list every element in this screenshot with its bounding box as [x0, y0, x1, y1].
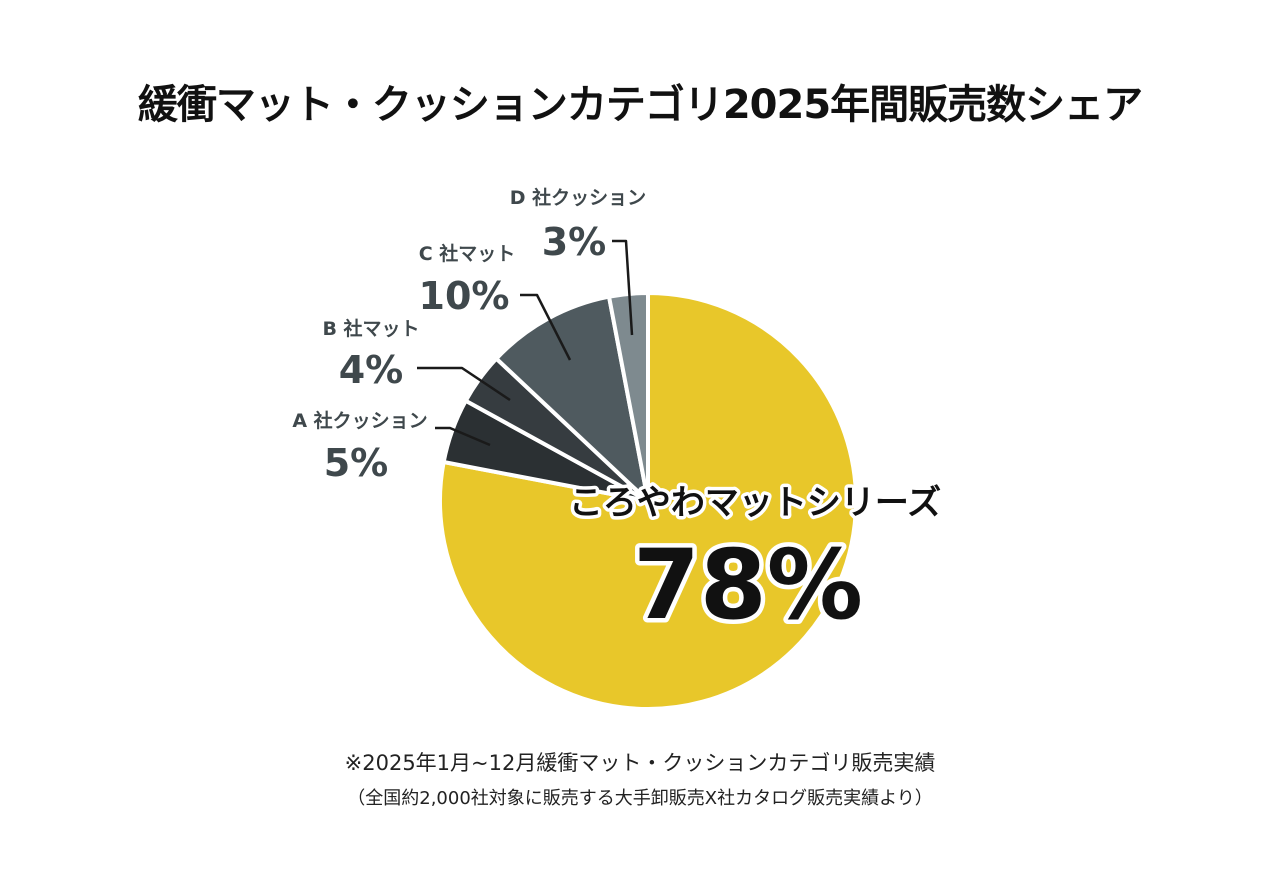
footnote-detail: （全国約2,000社対象に販売する大手卸販売X社カタログ販売実績より） — [347, 788, 933, 809]
label-a: A 社クッション — [292, 409, 427, 432]
footnote-source: ※2025年1月~12月緩衝マット・クッションカテゴリ販売実績 — [344, 751, 936, 775]
label-b: B 社マット — [322, 317, 419, 340]
value-b: 4% — [339, 348, 404, 392]
leader-line-a — [435, 426, 491, 447]
value-main: 78% — [633, 529, 863, 641]
label-main: ころやわマットシリーズ — [569, 483, 941, 523]
leader-line-c — [520, 293, 572, 361]
label-c: C 社マット — [419, 242, 516, 265]
chart-title: 緩衝マット・クッションカテゴリ2025年間販売数シェア — [137, 82, 1143, 128]
value-d: 3% — [542, 220, 607, 264]
leader-line-b — [417, 366, 511, 402]
label-d: D 社クッション — [510, 186, 646, 209]
value-c: 10% — [419, 274, 510, 318]
leader-line-d — [612, 239, 634, 336]
leader-lines — [417, 239, 634, 447]
value-a: 5% — [324, 441, 389, 485]
